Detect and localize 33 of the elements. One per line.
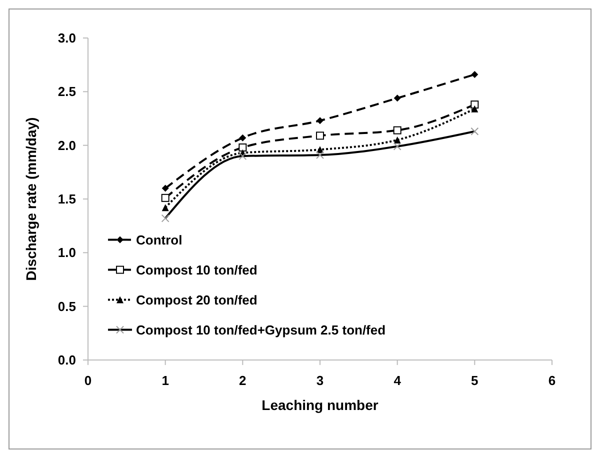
legend-label: Compost 10 ton/fed — [136, 262, 258, 278]
x-tick-label: 4 — [394, 373, 402, 388]
point — [316, 132, 324, 140]
legend-label: Compost 10 ton/fed+Gypsum 2.5 ton/fed — [136, 322, 386, 338]
y-axis-title: Discharge rate (mm/day) — [23, 117, 39, 281]
point — [238, 143, 247, 152]
legend-label: Compost 20 ton/fed — [136, 292, 258, 308]
y-tick-label: 1.0 — [58, 245, 76, 260]
point — [471, 105, 478, 112]
point — [316, 117, 324, 124]
x-axis-title: Leaching number — [262, 397, 379, 413]
point — [239, 134, 246, 142]
legend-label: Control — [136, 232, 182, 248]
point — [394, 136, 401, 144]
x-tick-label: 6 — [548, 373, 556, 388]
y-tick-label: 3.0 — [58, 30, 76, 46]
y-tick-label: 2.5 — [58, 84, 76, 100]
x-tick-label: 1 — [162, 373, 169, 388]
y-tick-label: 0.5 — [58, 298, 76, 314]
point — [162, 184, 169, 192]
x-tick-label: 2 — [239, 373, 246, 388]
point — [162, 204, 169, 212]
point — [161, 194, 170, 202]
point — [470, 100, 479, 109]
y-tick-label: 2.0 — [58, 138, 76, 153]
x-tick-label: 0 — [84, 373, 92, 388]
x-tick-label: 5 — [471, 373, 478, 388]
point — [393, 126, 402, 134]
y-tick-label: 0.0 — [58, 352, 76, 368]
point — [471, 70, 478, 78]
x-tick-label: 3 — [316, 373, 324, 388]
point — [394, 94, 401, 102]
y-tick-label: 1.5 — [58, 192, 76, 207]
